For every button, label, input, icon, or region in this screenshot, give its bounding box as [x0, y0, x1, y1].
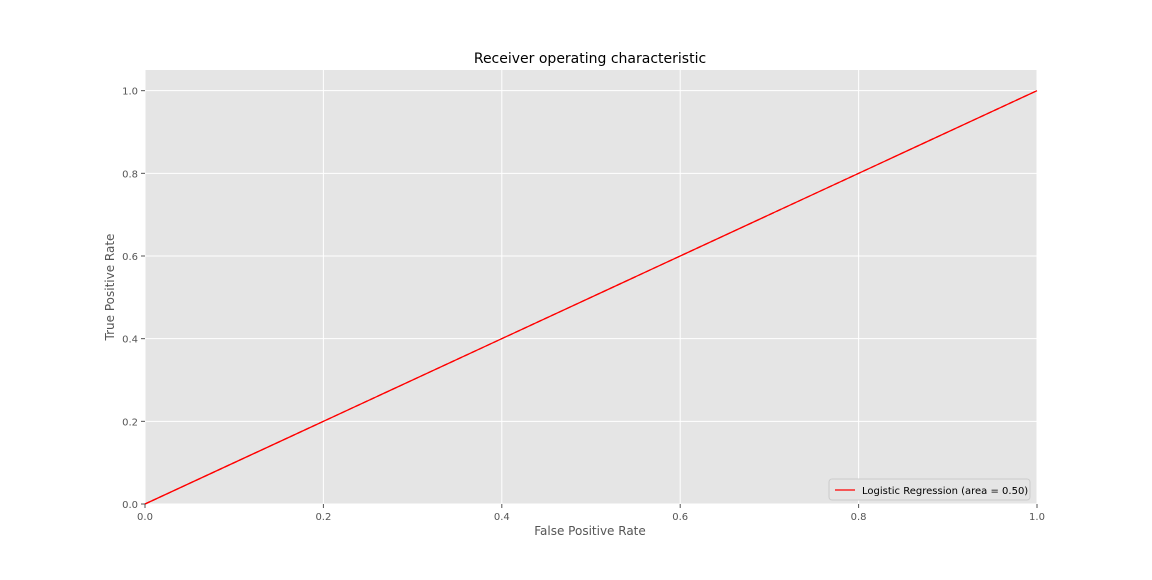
- x-axis-ticks: 0.0 0.2 0.4 0.6 0.8 1.0: [137, 504, 1045, 523]
- y-axis-label: True Positive Rate: [103, 234, 117, 342]
- grid: [144, 70, 1038, 505]
- x-tick-label: 0.2: [315, 512, 331, 523]
- chart-title: Receiver operating characteristic: [474, 51, 706, 67]
- y-axis-ticks: 0.0 0.2 0.4 0.6 0.8 1.0: [122, 87, 145, 511]
- x-tick-label: 0.6: [672, 512, 688, 523]
- y-tick-label: 0.8: [122, 169, 138, 180]
- legend-box: [828, 478, 1031, 501]
- x-tick-label: 1.0: [1029, 512, 1045, 523]
- y-tick-label: 0.0: [122, 500, 138, 511]
- legend: Logistic Regression (area = 0.50): [828, 478, 1031, 501]
- reference-line-dashed: [144, 90, 1038, 505]
- x-tick-label: 0.8: [851, 512, 867, 523]
- plot-area: [145, 70, 1037, 504]
- x-tick-label: 0.4: [494, 512, 510, 523]
- series-layer: [144, 90, 1038, 505]
- x-axis-label: False Positive Rate: [534, 524, 646, 538]
- legend-label-logistic-regression: Logistic Regression (area = 0.50): [862, 486, 1028, 497]
- y-tick-label: 1.0: [122, 87, 138, 98]
- y-tick-label: 0.4: [122, 335, 138, 346]
- y-tick-label: 0.2: [122, 417, 138, 428]
- y-tick-label: 0.6: [122, 252, 138, 263]
- x-tick-label: 0.0: [137, 512, 153, 523]
